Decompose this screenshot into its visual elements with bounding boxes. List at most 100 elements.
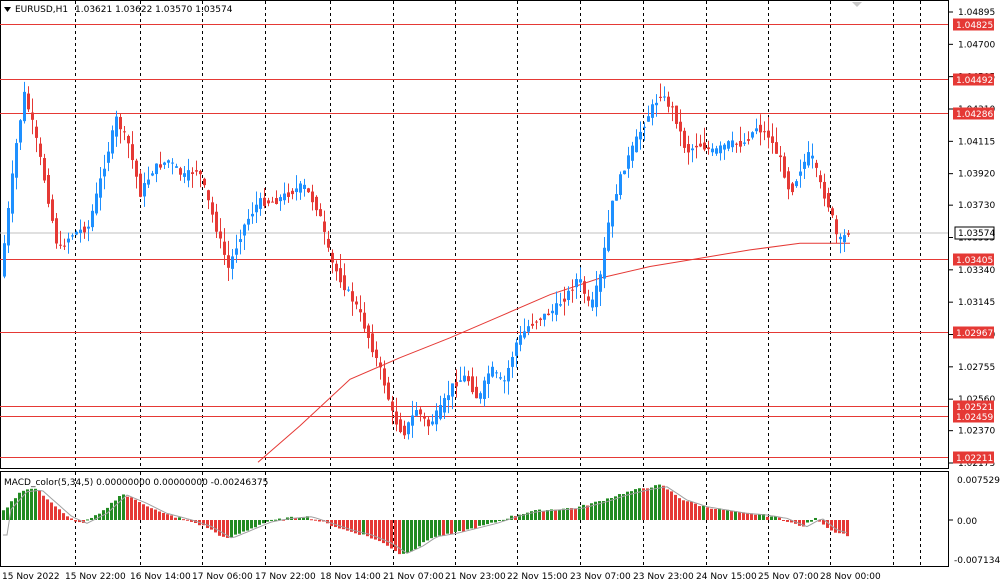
macd-bar <box>214 520 217 533</box>
macd-bar <box>770 516 773 520</box>
candle-body <box>771 136 774 143</box>
candle-body <box>55 218 58 244</box>
macd-bar <box>750 513 753 520</box>
macd-bar <box>390 520 393 549</box>
candle-body <box>335 263 338 272</box>
candle-body <box>367 325 370 338</box>
macd-bar <box>142 504 145 520</box>
candle-body <box>763 131 766 133</box>
macd-bar <box>646 488 649 520</box>
price-axis-label: 1.04115 <box>958 137 995 147</box>
macd-bar <box>518 514 521 520</box>
candle-body <box>539 318 542 321</box>
candle-body <box>87 226 90 229</box>
candle-body <box>535 321 538 323</box>
candle-body <box>479 393 482 399</box>
candle-body <box>171 162 174 164</box>
dropdown-triangle-icon[interactable] <box>4 7 11 12</box>
candle-body <box>759 124 762 133</box>
level-tag <box>953 73 994 86</box>
macd-bar <box>134 499 137 520</box>
candle-body <box>263 197 266 206</box>
macd-bar <box>554 509 557 520</box>
macd-bar <box>22 490 25 520</box>
price-axis-label: 1.03145 <box>958 298 995 308</box>
candles <box>3 81 850 440</box>
level-tag <box>953 326 994 339</box>
macd-bar <box>622 494 625 520</box>
candle-body <box>579 279 582 283</box>
candle-body <box>79 229 82 233</box>
candle-body <box>203 178 206 186</box>
macd-bar <box>182 519 185 521</box>
price-axis-label: 1.04700 <box>958 40 995 50</box>
candle-body <box>387 382 390 400</box>
candle-body <box>459 380 462 382</box>
macd-bar <box>798 520 801 526</box>
candle-body <box>523 331 526 338</box>
candle-body <box>563 298 566 302</box>
candle-body <box>635 136 638 153</box>
macd-bar <box>346 520 349 531</box>
macd-bar <box>470 520 473 529</box>
macd-bar <box>410 520 413 552</box>
macd-bar <box>426 520 429 541</box>
macd-bar <box>618 494 621 520</box>
candle-body <box>15 143 18 178</box>
candle-body <box>255 204 258 213</box>
candle-body <box>395 411 398 425</box>
candle-body <box>331 252 334 263</box>
candle-body <box>323 221 326 232</box>
macd-bar <box>62 513 65 520</box>
macd-bar <box>38 490 41 520</box>
price-pane[interactable] <box>0 0 949 469</box>
macd-bar <box>754 514 757 520</box>
macd-bar <box>586 505 589 520</box>
macd-bar <box>730 511 733 520</box>
macd-bar <box>522 513 525 520</box>
macd-bar <box>434 520 437 537</box>
macd-bar <box>54 506 57 520</box>
price-axis-label: 1.03730 <box>958 201 995 211</box>
candle-body <box>823 181 826 199</box>
candle-body <box>135 160 138 177</box>
candle-body <box>751 132 754 138</box>
candle-body <box>27 93 30 110</box>
candle-body <box>399 419 402 433</box>
candle-body <box>19 120 22 143</box>
candle-body <box>707 147 710 150</box>
candle-body <box>95 193 98 214</box>
macd-bar <box>818 520 821 522</box>
candle-body <box>551 310 554 314</box>
macd-bar <box>250 520 253 529</box>
macd-bar <box>318 520 321 522</box>
candle-body <box>655 102 658 106</box>
time-axis-label: 25 Nov 07:00 <box>758 572 819 582</box>
macd-bar <box>778 517 781 520</box>
candle-body <box>603 247 606 279</box>
candle-body <box>235 248 238 255</box>
macd-bar <box>550 509 553 520</box>
candle-body <box>543 313 546 320</box>
macd-bar <box>74 520 77 522</box>
candle-body <box>779 155 782 158</box>
candle-body <box>419 409 422 415</box>
candle-body <box>795 181 798 187</box>
macd-bar <box>366 520 369 537</box>
macd-bar <box>314 519 317 521</box>
candle-body <box>307 188 310 193</box>
macd-bar <box>566 508 569 520</box>
macd-bar <box>178 517 181 520</box>
macd-bar <box>166 514 169 520</box>
scroll-arrow-icon[interactable] <box>852 2 862 7</box>
candle-body <box>271 201 274 203</box>
level-tag-value: 1.02967 <box>956 329 993 339</box>
level-tag-value: 1.03405 <box>956 256 993 266</box>
candle-body <box>131 144 134 161</box>
macd-bar <box>418 520 421 547</box>
macd-bar <box>458 520 461 532</box>
macd-bar <box>786 520 789 522</box>
candle-body <box>519 335 522 345</box>
candle-body <box>583 281 586 294</box>
